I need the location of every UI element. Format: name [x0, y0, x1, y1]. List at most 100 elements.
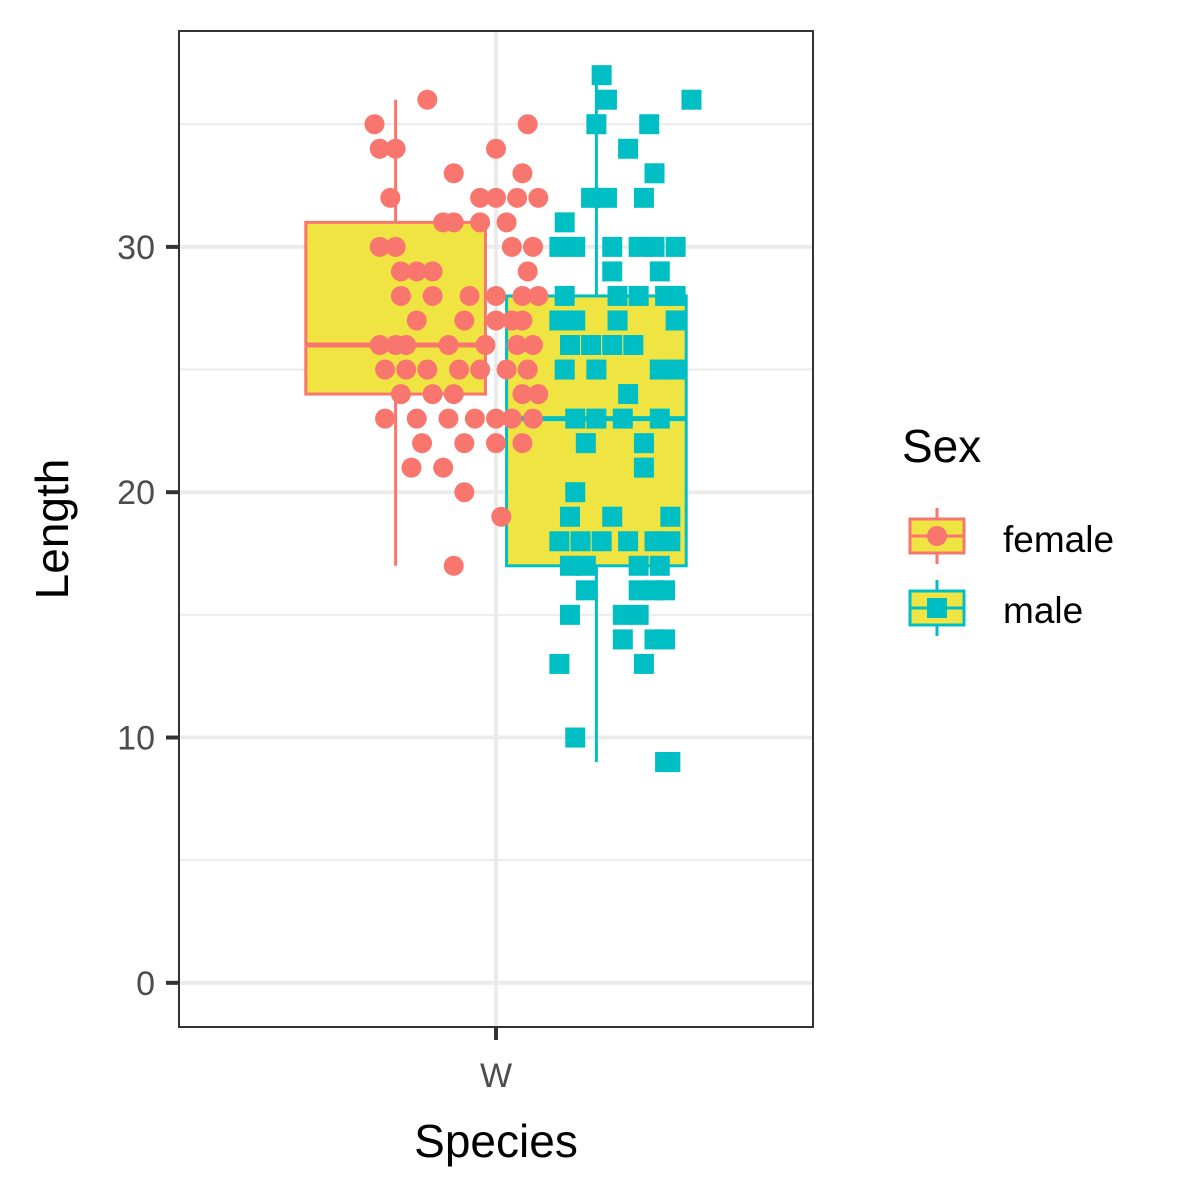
legend-keys	[908, 508, 966, 636]
point-male-27	[665, 310, 686, 331]
point-male-15	[644, 236, 665, 257]
point-male-39	[612, 408, 633, 429]
point-female-65	[512, 433, 533, 454]
point-male-11	[549, 236, 570, 257]
point-male-45	[559, 506, 580, 527]
point-male-36	[618, 384, 639, 405]
point-female-57	[438, 408, 459, 429]
point-male-51	[618, 531, 639, 552]
point-female-33	[486, 310, 506, 331]
point-female-3	[417, 89, 438, 110]
point-female-60	[501, 408, 522, 429]
point-male-63	[612, 604, 633, 625]
point-male-64	[628, 604, 649, 625]
point-male-10	[554, 212, 575, 233]
box-female	[304, 99, 487, 566]
point-male-32	[554, 359, 575, 380]
point-male-3	[586, 114, 607, 135]
point-female-47	[470, 359, 491, 380]
point-male-31	[623, 335, 644, 356]
x-axis-title: Species	[414, 1115, 578, 1167]
point-male-52	[644, 531, 665, 552]
point-female-67	[433, 457, 454, 478]
point-female-14	[433, 212, 454, 233]
point-female-11	[443, 163, 464, 184]
point-female-54	[528, 384, 549, 405]
point-male-70	[565, 727, 586, 748]
data-points	[364, 65, 702, 773]
point-male-37	[565, 408, 586, 429]
point-female-5	[517, 114, 538, 135]
point-female-26	[422, 285, 443, 306]
point-female-31	[406, 310, 427, 331]
point-male-13	[602, 236, 623, 257]
point-male-8	[596, 187, 617, 208]
point-male-55	[575, 555, 596, 576]
point-female-53	[512, 384, 533, 405]
point-female-43	[375, 359, 396, 380]
point-male-44	[565, 482, 586, 503]
point-male-48	[549, 531, 570, 552]
point-female-6	[380, 187, 401, 208]
point-male-30	[602, 335, 623, 356]
point-female-59	[486, 408, 506, 429]
point-female-38	[396, 335, 417, 356]
point-female-21	[390, 261, 411, 282]
point-female-2	[385, 138, 406, 159]
point-male-7	[581, 187, 602, 208]
point-male-17	[602, 261, 623, 282]
point-male-57	[649, 555, 670, 576]
point-male-58	[575, 580, 596, 601]
point-male-47	[660, 506, 681, 527]
point-male-43	[633, 457, 654, 478]
point-female-64	[486, 433, 506, 454]
point-female-15	[470, 212, 491, 233]
point-female-61	[522, 408, 543, 429]
point-female-36	[369, 335, 390, 356]
point-female-9	[507, 187, 528, 208]
point-male-59	[628, 580, 649, 601]
point-male-5	[618, 138, 639, 159]
point-female-48	[496, 359, 517, 380]
legend-label-female: female	[1003, 519, 1114, 560]
point-female-56	[406, 408, 427, 429]
point-female-19	[501, 236, 522, 257]
point-male-0	[591, 65, 612, 86]
legend-label-male: male	[1003, 590, 1083, 631]
point-male-6	[644, 163, 665, 184]
legend-key-marker-male	[927, 598, 947, 618]
legend-key-marker-female	[927, 526, 947, 546]
point-female-68	[454, 482, 475, 503]
point-female-8	[486, 187, 506, 208]
point-female-0	[364, 114, 385, 135]
point-male-33	[586, 359, 607, 380]
point-female-24	[517, 261, 538, 282]
point-female-70	[443, 555, 464, 576]
point-female-32	[454, 310, 475, 331]
point-male-49	[570, 531, 591, 552]
legend-key-female	[908, 508, 966, 564]
point-male-25	[565, 310, 586, 331]
point-male-34	[649, 359, 670, 380]
point-female-69	[491, 506, 512, 527]
point-female-55	[375, 408, 396, 429]
point-female-23	[422, 261, 443, 282]
point-female-1	[369, 138, 390, 159]
point-male-28	[559, 335, 580, 356]
point-female-49	[517, 359, 538, 380]
point-male-40	[649, 408, 670, 429]
point-female-66	[401, 457, 422, 478]
point-female-42	[522, 335, 543, 356]
point-female-17	[369, 236, 390, 257]
point-male-67	[655, 629, 676, 650]
point-male-2	[681, 89, 702, 110]
point-female-58	[464, 408, 485, 429]
point-male-19	[554, 285, 575, 306]
point-female-30	[528, 285, 549, 306]
point-male-38	[586, 408, 607, 429]
y-tick-label-20: 20	[117, 474, 155, 512]
point-female-51	[422, 384, 443, 405]
point-male-20	[607, 285, 628, 306]
point-male-21	[628, 285, 649, 306]
point-female-22	[406, 261, 427, 282]
